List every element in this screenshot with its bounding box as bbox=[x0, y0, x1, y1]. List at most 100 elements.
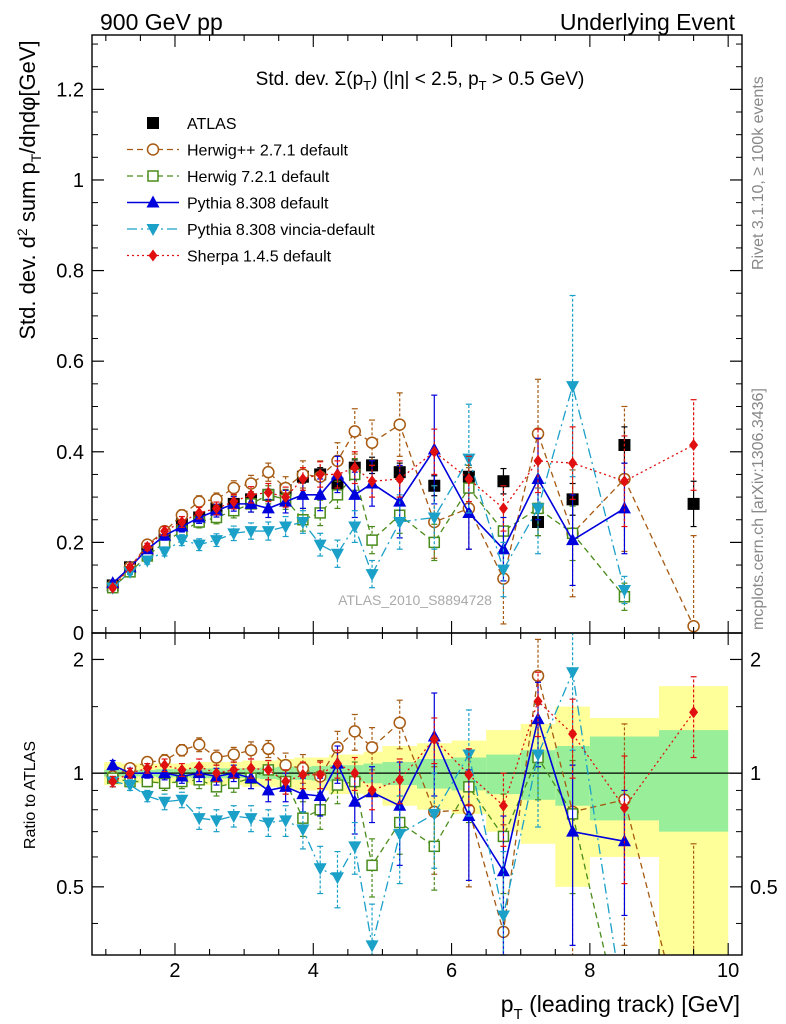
herwig-7-2-1-default-point bbox=[366, 534, 378, 546]
pythia-8-308-vincia-default-point bbox=[365, 569, 379, 582]
ratio-sherpa-1-4-5-default-point bbox=[464, 768, 474, 781]
header-energy-label: 900 GeV pp bbox=[100, 9, 223, 35]
legend: ATLAS Herwig++ 2.7.1 default Herwig 7.2.1 … bbox=[127, 116, 375, 266]
ratio-axes: 0.5 0.5 1 1 2 2 2 4 6 8 10 bbox=[56, 632, 778, 982]
main-y-axis-label: Std. dev. d2 sum pT/dηdφ[GeV] bbox=[14, 40, 44, 339]
ratio-pythia-8-308-vincia-default-point bbox=[330, 872, 344, 885]
legend-label: Sherpa 1.4.5 default bbox=[187, 249, 332, 266]
watermark-label: ATLAS_2010_S8894728 bbox=[338, 592, 492, 608]
ratio-series-layer bbox=[106, 633, 699, 956]
ratio-herwig-2-7-1-default-point bbox=[393, 716, 406, 729]
pythia-8-308-default-point bbox=[296, 487, 310, 500]
legend-marker bbox=[147, 117, 159, 129]
sherpa-1-4-5-default-point bbox=[298, 472, 308, 485]
main-axes: 0 0.2 0.4 0.6 0.8 1 1.2 bbox=[56, 34, 743, 645]
ratio-sherpa-1-4-5-default-point bbox=[367, 784, 377, 797]
ratio-sherpa-1-4-5-default-point bbox=[194, 760, 204, 773]
ratio-y-tick-label: 0.5 bbox=[56, 877, 84, 899]
pythia-8-308-vincia-default-point bbox=[261, 526, 275, 539]
pythia-8-308-vincia-default-point bbox=[140, 555, 154, 568]
rivet-version-label: Rivet 3.1.10, ≥ 100k events bbox=[750, 76, 767, 270]
atlas-point bbox=[687, 497, 700, 510]
main-y-tick-label: 0.8 bbox=[56, 261, 84, 283]
ratio-pythia-8-308-vincia-default-point bbox=[192, 813, 206, 826]
ratio-pythia-8-308-default-point bbox=[617, 834, 631, 847]
sherpa-1-4-5-default-point bbox=[194, 506, 204, 519]
ratio-y-tick-label-right: 1 bbox=[750, 763, 761, 785]
sherpa-1-4-5-default-point bbox=[229, 495, 239, 508]
legend-marker bbox=[146, 143, 160, 156]
herwig-2-7-1-default-point bbox=[393, 418, 406, 431]
pythia-8-308-default-point bbox=[566, 533, 580, 546]
ratio-sherpa-1-4-5-default-point bbox=[177, 763, 187, 776]
legend-label: Pythia 8.308 vincia-default bbox=[187, 222, 375, 239]
ratio-herwig-7-2-1-default-point bbox=[366, 859, 378, 872]
sherpa-1-4-5-default-point bbox=[246, 488, 256, 501]
x-tick-label: 2 bbox=[169, 960, 180, 982]
herwig-2-7-1-default-point bbox=[262, 465, 275, 479]
ratio-sherpa-1-4-5-default-point bbox=[568, 727, 578, 740]
ratio-herwig-2-7-1-default-point bbox=[244, 743, 258, 757]
legend-label: Herwig++ 2.7.1 default bbox=[187, 143, 349, 160]
x-tick-label: 10 bbox=[717, 960, 739, 982]
main-y-tick-label: 0.6 bbox=[56, 351, 84, 373]
sherpa-1-4-5-default-point bbox=[568, 457, 578, 470]
sherpa-1-4-5-default-point bbox=[125, 561, 135, 574]
x-tick-label: 4 bbox=[308, 960, 319, 982]
main-plot-title: Std. dev. Σ(pT) (|η| < 2.5, pT > 0.5 GeV… bbox=[256, 69, 585, 93]
ratio-sherpa-1-4-5-default-point bbox=[108, 775, 118, 788]
ratio-sherpa-1-4-5-default-point bbox=[281, 775, 291, 788]
main-y-tick-label: 1 bbox=[73, 170, 84, 192]
sherpa-1-4-5-default-point bbox=[315, 468, 325, 481]
pythia-8-308-default-point bbox=[313, 487, 327, 500]
sherpa-1-4-5-default-point bbox=[142, 540, 152, 553]
herwig-2-7-1-default-point bbox=[348, 425, 362, 438]
ratio-sherpa-1-4-5-default-point bbox=[315, 768, 325, 781]
pythia-8-308-vincia-default-point bbox=[244, 526, 258, 539]
ratio-sherpa-1-4-5-default-point bbox=[332, 757, 342, 770]
pythia-8-308-vincia-default-point bbox=[330, 548, 344, 561]
pythia-8-308-vincia-default-point bbox=[531, 503, 545, 516]
main-series-layer bbox=[106, 294, 700, 633]
legend-entry: Herwig++ 2.7.1 default bbox=[127, 143, 349, 160]
ratio-herwig-2-7-1-default-point bbox=[365, 741, 379, 754]
sherpa-1-4-5-default-point bbox=[367, 475, 377, 488]
sherpa-1-4-5-default-point bbox=[464, 472, 474, 485]
sherpa-1-4-5-default-point bbox=[160, 525, 170, 538]
legend-entry: Pythia 8.308 default bbox=[127, 195, 329, 213]
ratio-sherpa-1-4-5-default-point bbox=[142, 762, 152, 775]
pythia-8-308-vincia-default-point bbox=[158, 546, 172, 559]
ratio-pythia-8-308-vincia-default-point bbox=[279, 815, 293, 828]
pythia-8-308-vincia-default-point bbox=[175, 535, 189, 548]
legend-entry: Herwig 7.2.1 default bbox=[127, 169, 330, 186]
legend-marker bbox=[146, 195, 160, 208]
pythia-8-308-vincia-default-point bbox=[393, 517, 407, 530]
sherpa-1-4-5-default-point bbox=[395, 472, 405, 485]
herwig-2-7-1-default-point bbox=[365, 436, 379, 449]
ratio-sherpa-1-4-5-default-series bbox=[108, 671, 699, 885]
legend-entry: Sherpa 1.4.5 default bbox=[127, 249, 332, 266]
ratio-sherpa-1-4-5-default-point bbox=[298, 768, 308, 781]
herwig-7-2-1-default-line bbox=[112, 473, 625, 598]
main-y-tick-label: 1.2 bbox=[56, 79, 84, 101]
ratio-pythia-8-308-vincia-default-point bbox=[261, 817, 275, 830]
ratio-herwig-2-7-1-default-point bbox=[210, 751, 223, 764]
ratio-pythia-8-308-vincia-default-point bbox=[123, 780, 137, 793]
ratio-pythia-8-308-vincia-default-point bbox=[227, 811, 241, 824]
ratio-pythia-8-308-vincia-default-point bbox=[140, 790, 154, 803]
ratio-sherpa-1-4-5-default-point bbox=[498, 799, 508, 812]
legend-marker bbox=[146, 224, 160, 236]
atlas-series bbox=[106, 426, 700, 592]
ratio-pythia-8-308-vincia-default-point bbox=[175, 794, 189, 807]
ratio-sherpa-1-4-5-default-point bbox=[125, 767, 135, 780]
herwig-2-7-1-default-point bbox=[192, 495, 206, 508]
ratio-pythia-8-308-vincia-default-point bbox=[365, 940, 379, 953]
sherpa-1-4-5-default-point bbox=[498, 502, 508, 515]
mcplots-label: mcplots.cern.ch [arXiv:1306.3436] bbox=[750, 388, 767, 630]
legend-marker bbox=[147, 170, 159, 182]
ratio-sherpa-1-4-5-default-point bbox=[211, 767, 221, 780]
sherpa-1-4-5-default-point bbox=[350, 461, 360, 474]
ratio-sherpa-1-4-5-default-point bbox=[689, 706, 699, 719]
ratio-sherpa-1-4-5-default-point bbox=[263, 763, 273, 776]
